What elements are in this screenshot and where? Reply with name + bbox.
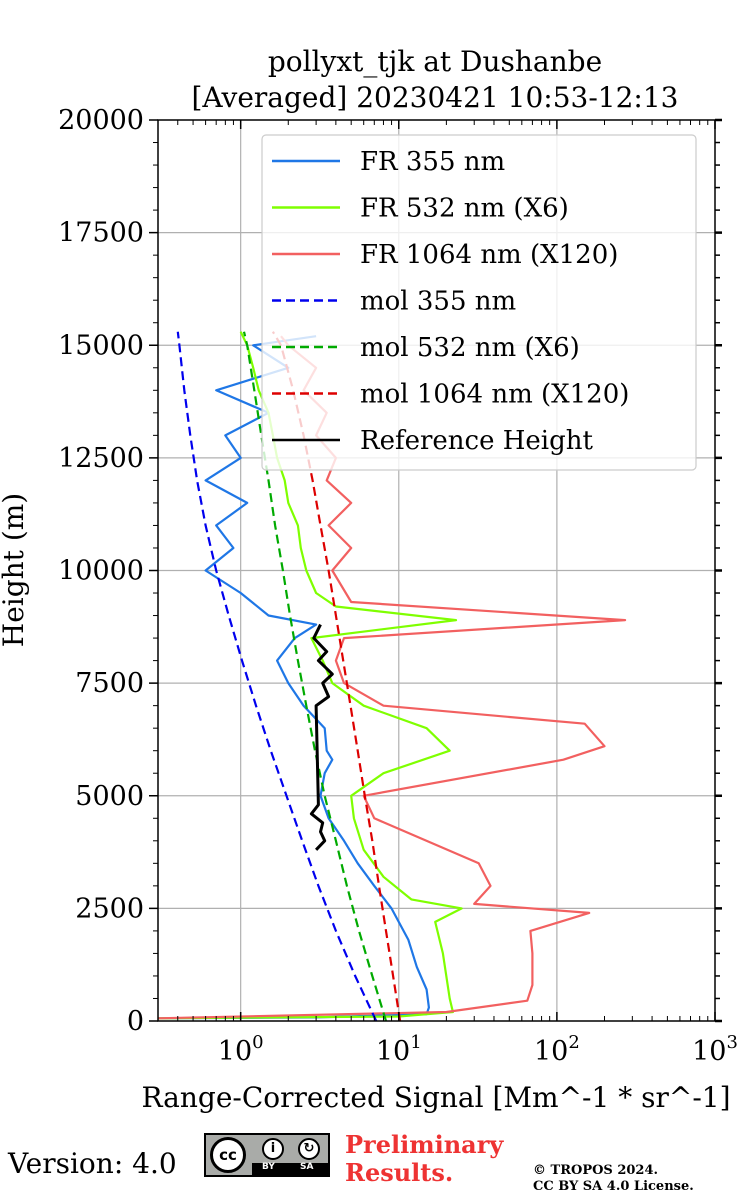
y-tick-label: 2500 — [75, 893, 144, 924]
legend-label-4: mol 532 nm (X6) — [360, 333, 580, 363]
cc-icon: cc — [210, 1137, 246, 1173]
legend-label-6: Reference Height — [360, 426, 594, 456]
x-axis-label: Range-Corrected Signal [Mm^-1 * sr^-1] — [141, 1081, 730, 1114]
preliminary-line-2: Results. — [345, 1158, 454, 1187]
axes: 100 101 102 103 0 2500 5000 7500 10000 12500 15000… — [58, 105, 738, 1067]
copyright-line-1: © TROPOS 2024. — [533, 1163, 659, 1178]
x-tick-label: 101 — [376, 1032, 422, 1067]
y-tick-label: 17500 — [58, 218, 144, 249]
chart-title-line-2: [Averaged] 20230421 10:53-12:13 — [192, 81, 679, 114]
y-axis-label: Height (m) — [0, 493, 30, 647]
copyright-notice: © TROPOS 2024. CC BY SA 4.0 License. — [533, 1163, 694, 1195]
legend: FR 355 nm FR 532 nm (X6) FR 1064 nm (X120)… — [261, 134, 697, 471]
cc-by-label: BY — [262, 1162, 275, 1172]
legend-label-1: FR 532 nm (X6) — [360, 194, 569, 224]
copyright-line-2: CC BY SA 4.0 License. — [533, 1179, 694, 1194]
legend-label-0: FR 355 nm — [360, 147, 505, 177]
y-tick-label: 7500 — [75, 668, 144, 699]
y-tick-label: 20000 — [58, 105, 144, 136]
legend-label-3: mol 355 nm — [360, 287, 516, 317]
x-tick-label: 100 — [218, 1032, 264, 1067]
sa-icon: ↻ — [298, 1138, 320, 1160]
y-tick-label: 12500 — [58, 443, 144, 474]
by-icon: i — [262, 1138, 284, 1160]
y-tick-label: 0 — [127, 1006, 144, 1037]
series-line-4 — [242, 331, 388, 1022]
series-line-0 — [157, 335, 430, 1020]
series-line-3 — [176, 331, 378, 1022]
y-tick-label: 10000 — [58, 556, 144, 587]
y-tick-label: 5000 — [75, 781, 144, 812]
plot-frame — [157, 119, 716, 1022]
legend-label-5: mol 1064 nm (X120) — [360, 380, 629, 410]
series-line-6 — [309, 623, 334, 851]
y-tick-label: 15000 — [58, 330, 144, 361]
cc-license-badge[interactable]: cc i ↻ BY SA — [204, 1133, 330, 1177]
preliminary-notice: Preliminary Results. — [345, 1131, 503, 1187]
version-label: Version: 4.0 — [8, 1147, 177, 1180]
chart-title-line-1: pollyxt_tjk at Dushanbe — [268, 45, 602, 78]
legend-label-2: FR 1064 nm (X120) — [360, 240, 618, 270]
cc-sa-label: SA — [300, 1162, 314, 1172]
legend-box — [261, 134, 697, 471]
x-tick-label: 103 — [692, 1032, 738, 1067]
cc-badge-strip — [252, 1163, 328, 1175]
x-tick-label: 102 — [534, 1032, 580, 1067]
preliminary-line-1: Preliminary — [345, 1130, 504, 1159]
